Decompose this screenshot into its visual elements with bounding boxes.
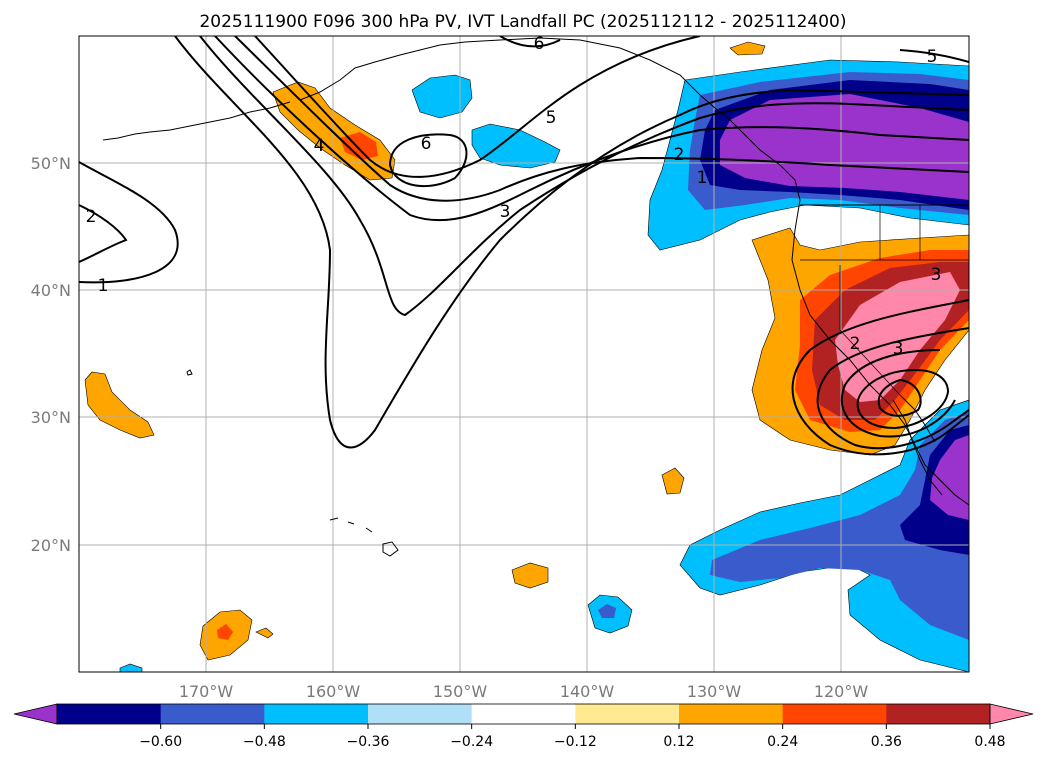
colorbar-segment <box>782 704 887 724</box>
contour-5-ne <box>899 49 969 63</box>
shade-redorange-south-2 <box>217 624 233 640</box>
shade-purple-south <box>930 435 969 520</box>
contour-4 <box>234 36 969 202</box>
colorbar-segment <box>575 704 680 724</box>
contour-5 <box>254 36 701 178</box>
hawaii-islands <box>329 517 399 557</box>
lat-label-40n: 40°N <box>31 281 71 300</box>
colorbar-segment <box>57 704 162 724</box>
north-america-west-coast <box>714 107 969 506</box>
colorbar-tick-label: −0.24 <box>450 734 493 750</box>
lat-label-50n: 50°N <box>31 154 71 173</box>
contour-labels: 6 5 6 4 5 2 1 3 2 1 3 2 3 <box>86 34 942 359</box>
negative-shading-north <box>647 59 969 251</box>
latitude-labels: 50°N 40°N 30°N 20°N <box>31 154 71 555</box>
contour-label-3: 3 <box>500 202 511 222</box>
shade-royal-blob-3 <box>598 604 616 618</box>
contour-label-3-east: 3 <box>931 265 942 285</box>
shade-sky-blob-2 <box>471 123 561 169</box>
aleutian-chain <box>102 101 291 141</box>
contour-2-west <box>79 204 128 263</box>
shade-orange-south-1 <box>511 562 549 589</box>
shade-sky-blob-1 <box>411 74 473 119</box>
cutoff-contour-5 <box>877 378 922 417</box>
colorbar-tick-label: −0.48 <box>243 734 286 750</box>
small-island <box>186 369 193 376</box>
colorbar: −0.60 −0.48 −0.36 −0.24 −0.12 0.12 0.24 0.36 0.4… <box>13 703 1034 750</box>
negative-shading-south <box>679 399 969 672</box>
lat-label-20n: 20°N <box>31 536 71 555</box>
contour-label-3-cutoff: 3 <box>893 339 904 359</box>
colorbar-tick-label: −0.60 <box>139 734 182 750</box>
contour-label-6: 6 <box>421 134 432 154</box>
colorbar-extend-min <box>13 703 58 725</box>
colorbar-segment <box>264 704 369 724</box>
contour-3 <box>214 36 969 222</box>
colorbar-tick-label: 0.24 <box>767 734 798 750</box>
colorbar-ticks: −0.60 −0.48 −0.36 −0.24 −0.12 0.12 0.24 0.36 0.4… <box>139 724 1006 750</box>
shade-orange-top <box>729 41 766 56</box>
contour-label-2-cutoff: 2 <box>850 334 861 354</box>
colorbar-segment <box>160 704 265 724</box>
lon-label-170w: 170°W <box>179 682 234 701</box>
contour-label-6-north: 6 <box>534 34 545 54</box>
longitude-labels: 170°W 160°W 150°W 140°W 130°W 120°W <box>179 682 869 701</box>
shade-purple-north <box>720 94 969 200</box>
light-blue-blobs <box>119 74 633 672</box>
cutoff-contour-3 <box>840 349 956 438</box>
colorbar-tick-label: 0.12 <box>663 734 694 750</box>
colorbar-tick-label: −0.12 <box>554 734 597 750</box>
colorbar-segment <box>471 704 576 724</box>
shade-orange-mid <box>661 467 685 495</box>
cutoff-contour-1 <box>791 299 969 456</box>
contour-6-closed <box>388 133 468 188</box>
contour-2 <box>199 36 969 317</box>
contour-label-1: 1 <box>697 168 708 188</box>
colorbar-segments <box>57 704 991 724</box>
lon-label-160w: 160°W <box>306 682 361 701</box>
colorbar-segment <box>886 704 991 724</box>
contour-1-ridge <box>174 36 969 449</box>
colorbar-tick-label: 0.36 <box>871 734 902 750</box>
colorbar-extend-max <box>989 703 1034 725</box>
lon-label-130w: 130°W <box>687 682 742 701</box>
colorbar-outline <box>56 703 991 725</box>
shade-royal-south <box>710 412 969 640</box>
contour-label-1-west: 1 <box>98 276 109 296</box>
contour-label-5: 5 <box>546 108 557 128</box>
contour-1-west <box>79 161 179 284</box>
contour-6-north <box>499 36 561 48</box>
contour-label-2: 2 <box>674 145 685 165</box>
shade-sky-blob-4 <box>119 663 143 672</box>
baja-peninsula <box>892 394 943 496</box>
colorbar-tick-label: −0.36 <box>347 734 390 750</box>
lon-label-120w: 120°W <box>814 682 869 701</box>
shade-pink-main <box>835 272 960 402</box>
map-content: 6 5 6 4 5 2 1 3 2 1 3 2 3 <box>79 34 969 672</box>
figure-title: 2025111900 F096 300 hPa PV, IVT Landfall… <box>199 12 846 32</box>
map-border <box>78 35 970 673</box>
cutoff-contour-2 <box>816 327 969 450</box>
contour-label-2-west: 2 <box>86 207 97 227</box>
positive-shading <box>84 41 969 661</box>
colorbar-segment <box>679 704 784 724</box>
lon-label-150w: 150°W <box>433 682 488 701</box>
alaska-coast <box>299 37 716 109</box>
lon-label-140w: 140°W <box>560 682 615 701</box>
contour-label-5-ne: 5 <box>927 47 938 67</box>
colorbar-segment <box>368 704 473 724</box>
coastlines <box>102 37 969 557</box>
graticule <box>79 36 969 672</box>
colorbar-tick-label: 0.48 <box>974 734 1005 750</box>
lat-label-30n: 30°N <box>31 408 71 427</box>
cutoff-contour-4 <box>856 368 950 430</box>
pv-contours <box>79 36 969 456</box>
contour-label-4: 4 <box>314 136 325 156</box>
shade-orange-south-3 <box>255 627 274 639</box>
